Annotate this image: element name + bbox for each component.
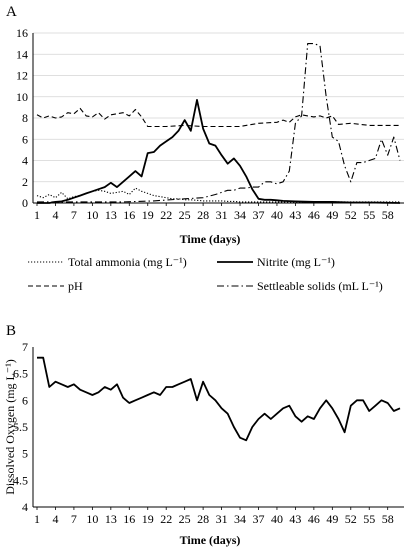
- x-tick-label-a: 4: [52, 208, 58, 222]
- x-tick-label-a: 25: [179, 208, 191, 222]
- x-tick-label-a: 19: [142, 208, 154, 222]
- x-tick-label-b: 40: [271, 512, 283, 526]
- y-ticks-b: 4 4.5 5 5.5 6 6.5 7: [13, 340, 28, 514]
- x-tick-label-b: 22: [160, 512, 172, 526]
- panel-label-a: A: [6, 4, 17, 20]
- panel-label-b: B: [6, 323, 16, 339]
- x-tick-label-b: 13: [105, 512, 117, 526]
- series-line-b-0: [37, 356, 401, 442]
- x-axis-title-b: Time (days): [180, 533, 241, 547]
- x-tick-label-b: 10: [86, 512, 98, 526]
- y-tick-label-b: 4: [22, 500, 28, 514]
- x-tick-label-b: 43: [289, 512, 301, 526]
- x-tick-label-a: 13: [105, 208, 117, 222]
- y-tick-label-a: 8: [22, 111, 28, 125]
- x-ticks-a: 1 4 7 10 13 16 19 22 25 28 31 34 37 40 43 46 49 52 55 58: [34, 203, 394, 222]
- x-tick-label-b: 34: [234, 512, 246, 526]
- y-tick-label-a: 16: [16, 26, 28, 40]
- x-tick-label-a: 34: [234, 208, 246, 222]
- legend-label-0: Total ammonia (mg L⁻¹): [68, 255, 187, 269]
- y-tick-label-b: 5: [22, 447, 28, 461]
- x-tick-label-b: 46: [308, 512, 320, 526]
- x-tick-label-b: 16: [123, 512, 135, 526]
- series-line-a-1: [37, 99, 401, 204]
- y-tick-label-b: 5.5: [13, 420, 28, 434]
- y-tick-label-a: 12: [16, 69, 28, 83]
- x-tick-label-a: 49: [326, 208, 338, 222]
- x-tick-label-b: 25: [179, 512, 191, 526]
- legend-a: Total ammonia (mg L⁻¹) Nitrite (mg L⁻¹) pH…: [28, 255, 383, 293]
- x-tick-label-a: 16: [123, 208, 135, 222]
- y-tick-label-a: 0: [22, 196, 28, 210]
- x-tick-label-a: 55: [363, 208, 375, 222]
- x-tick-label-b: 37: [252, 512, 264, 526]
- x-tick-label-b: 55: [363, 512, 375, 526]
- x-tick-label-b: 49: [326, 512, 338, 526]
- legend-label-3: Settleable solids (mL L⁻¹): [257, 279, 383, 293]
- y-tick-label-a: 10: [16, 90, 28, 104]
- legend-label-1: Nitrite (mg L⁻¹): [257, 255, 335, 269]
- x-tick-label-b: 4: [52, 512, 58, 526]
- x-tick-label-a: 10: [86, 208, 98, 222]
- series-line-a-2: [36, 107, 400, 128]
- y-tick-label-b: 6: [22, 393, 28, 407]
- x-tick-label-a: 37: [252, 208, 264, 222]
- x-tick-label-b: 7: [71, 512, 77, 526]
- x-tick-label-a: 1: [34, 208, 40, 222]
- x-tick-label-a: 43: [289, 208, 301, 222]
- x-tick-label-a: 28: [197, 208, 209, 222]
- y-tick-label-b: 7: [22, 340, 28, 354]
- series-a: [36, 43, 401, 204]
- x-tick-label-a: 52: [345, 208, 357, 222]
- x-axis-title-a: Time (days): [180, 232, 241, 246]
- x-ticks-b: 1 4 7 10 13 16 19 22 25 28 31 34 37 40 43 46 49 52 55 58: [34, 507, 394, 526]
- y-tick-label-b: 4.5: [13, 473, 28, 487]
- x-tick-label-a: 7: [71, 208, 77, 222]
- series-line-a-3: [37, 43, 401, 203]
- y-tick-label-a: 6: [22, 132, 28, 146]
- y-axis-title-b: Dissolved Oxygen (mg L⁻¹): [3, 359, 17, 495]
- series-line-a-0: [36, 187, 400, 203]
- gridlines-a: [33, 32, 404, 183]
- x-tick-label-a: 46: [308, 208, 320, 222]
- legend-label-2: pH: [68, 279, 83, 293]
- series-b: [37, 356, 401, 442]
- x-tick-label-b: 31: [216, 512, 228, 526]
- x-tick-label-a: 58: [382, 208, 394, 222]
- x-tick-label-b: 19: [142, 512, 154, 526]
- x-tick-label-a: 40: [271, 208, 283, 222]
- y-tick-label-a: 14: [16, 47, 28, 61]
- x-tick-label-b: 28: [197, 512, 209, 526]
- y-ticks-a: 0 2 4 6 8 10 12 14 16: [16, 26, 28, 210]
- y-tick-label-b: 6.5: [13, 367, 28, 381]
- x-tick-label-a: 22: [160, 208, 172, 222]
- x-tick-label-b: 58: [382, 512, 394, 526]
- chart-b: 44.555.566.57 1 4 7 10 13 16 19 22 25 28 31 34 37 40 4…: [3, 340, 404, 547]
- y-tick-label-a: 4: [22, 154, 28, 168]
- x-tick-label-b: 52: [345, 512, 357, 526]
- y-tick-label-a: 2: [22, 175, 28, 189]
- x-tick-label-b: 1: [34, 512, 40, 526]
- x-tick-label-a: 31: [216, 208, 228, 222]
